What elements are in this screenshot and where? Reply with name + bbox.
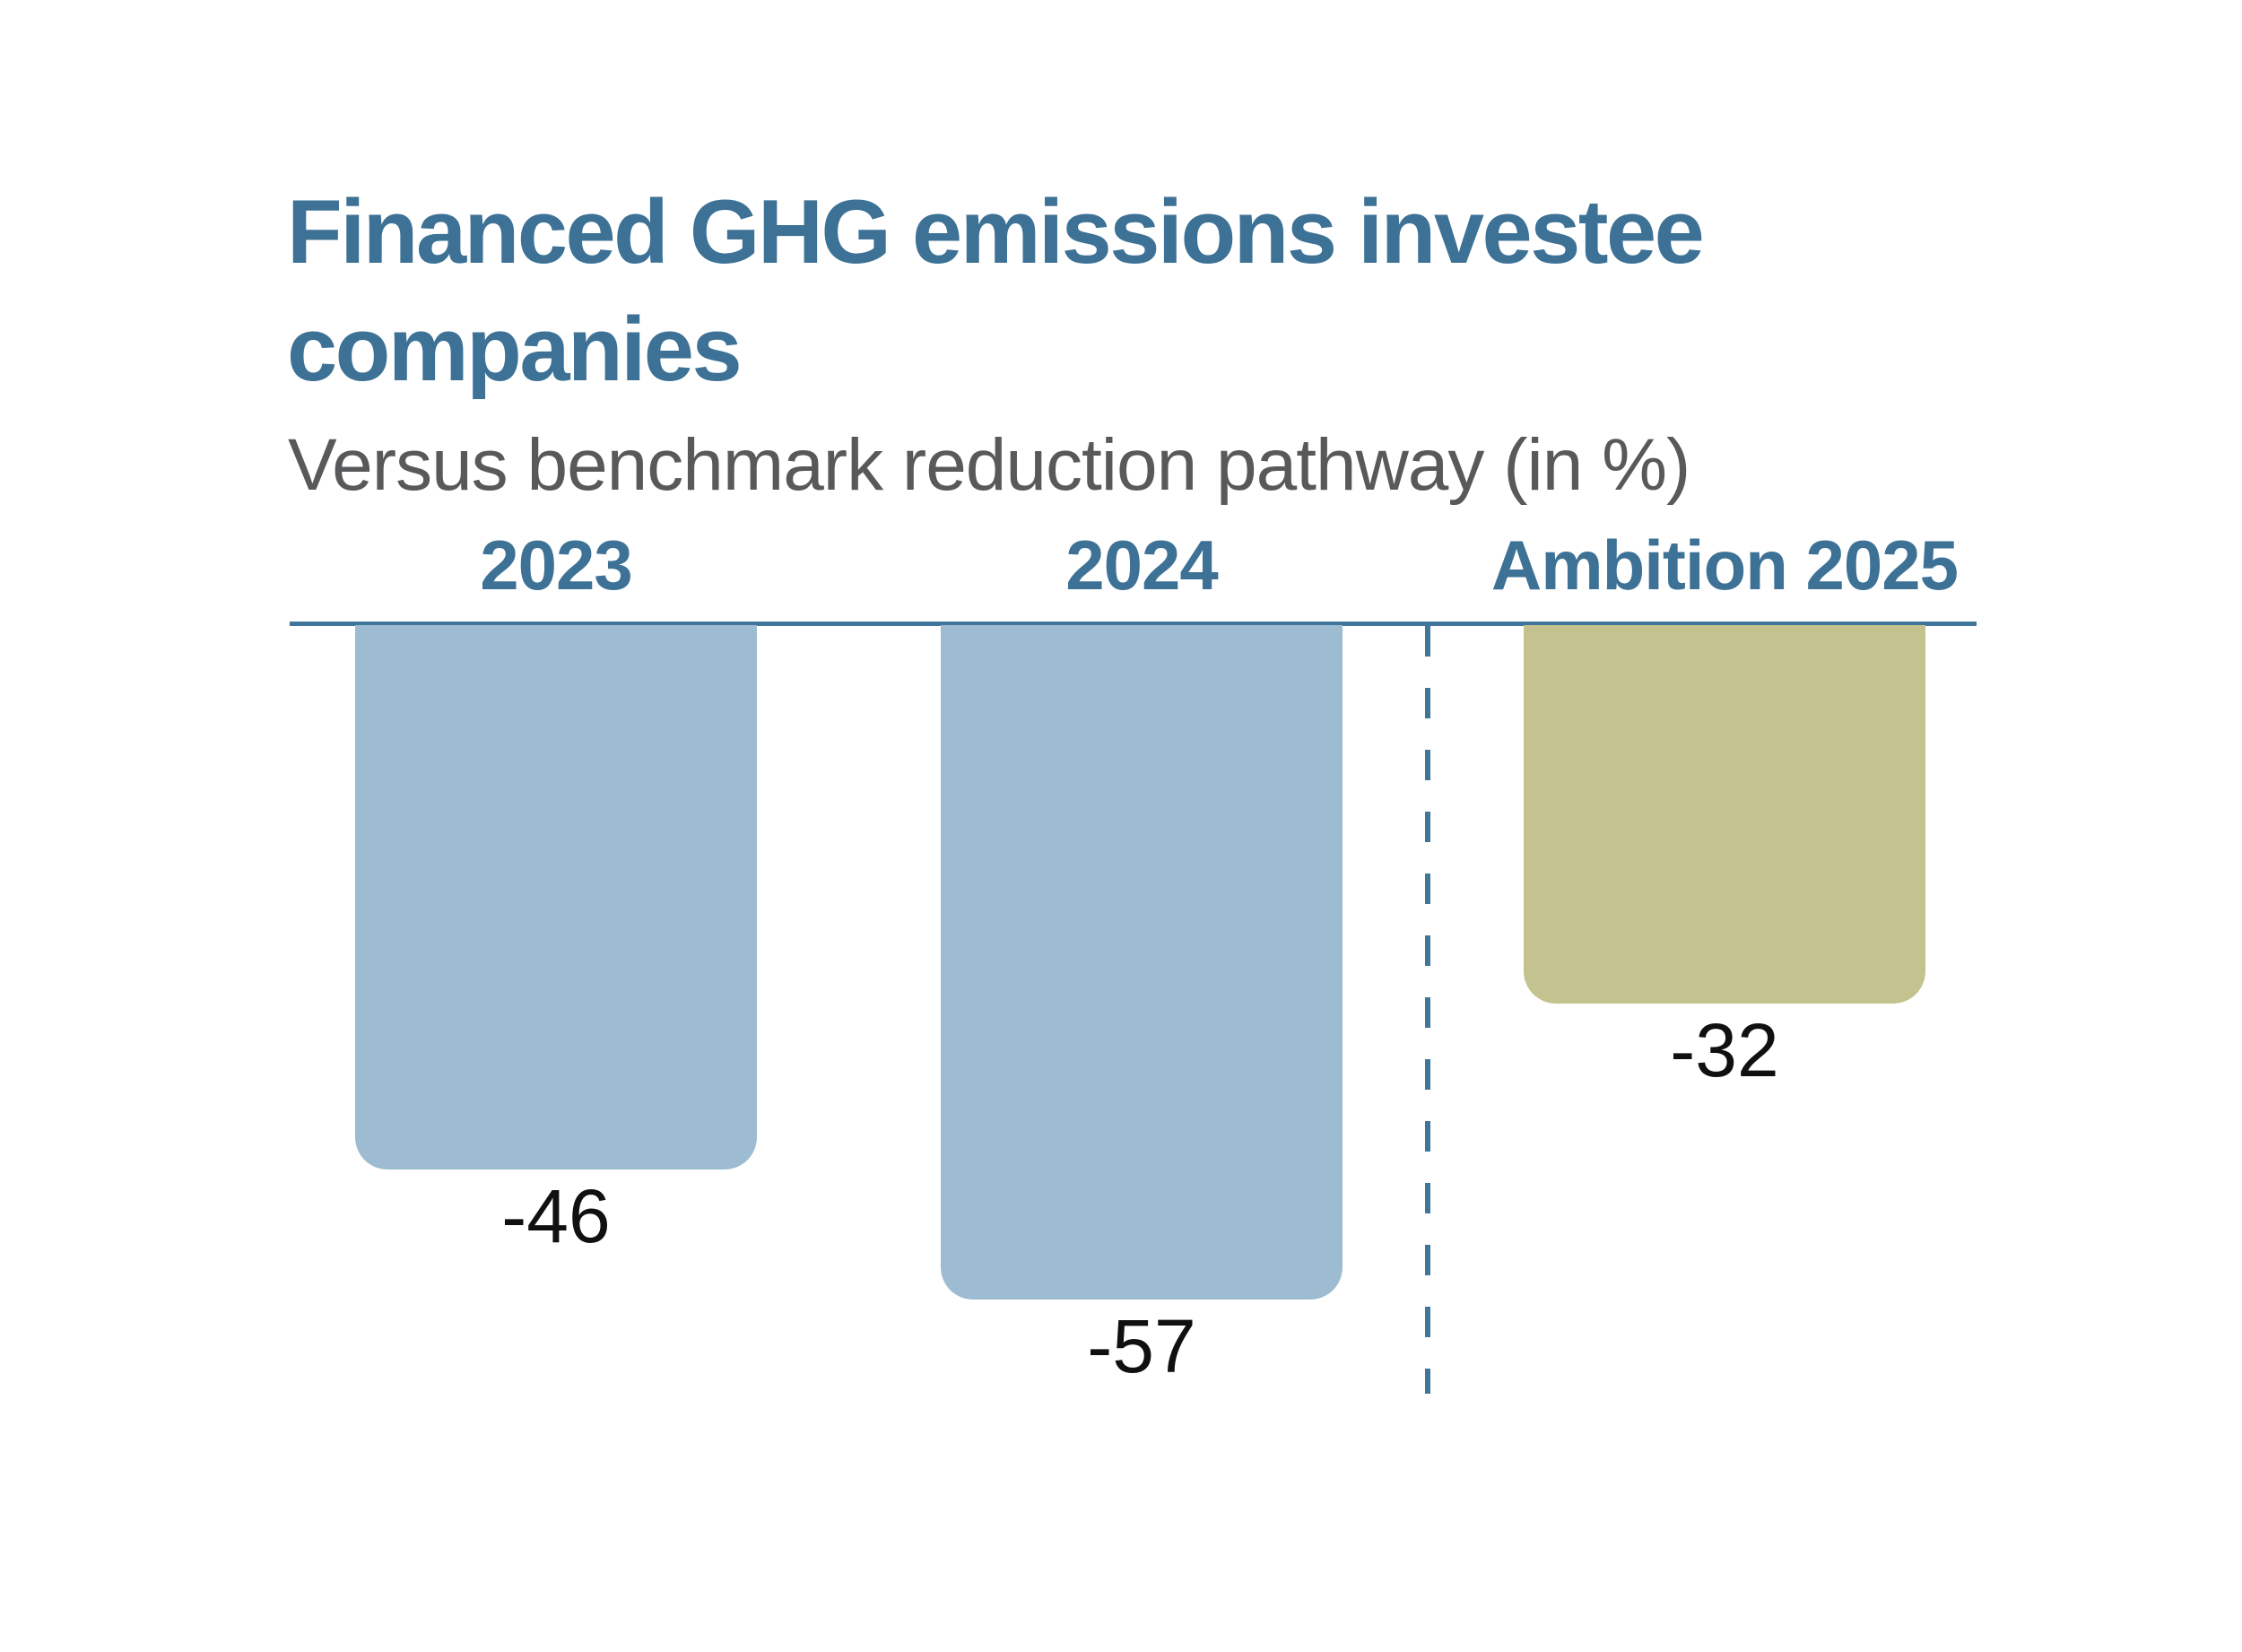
baseline-axis xyxy=(290,622,1977,626)
bar-column-2023: 2023 -46 xyxy=(355,530,757,1258)
chart-subtitle: Versus benchmark reduction pathway (in %… xyxy=(288,424,1690,506)
value-label: -46 xyxy=(501,1174,611,1258)
value-label: -57 xyxy=(1087,1304,1196,1388)
bar-2023 xyxy=(355,625,757,1169)
bar-ambition-2025 xyxy=(1524,625,1925,1004)
chart-title: Financed GHG emissions investee companie… xyxy=(287,174,1705,409)
category-label: 2023 xyxy=(480,526,633,604)
ambition-separator-dashed-line xyxy=(1425,626,1430,1394)
chart-title-line-2: companies xyxy=(287,300,743,400)
value-label: -32 xyxy=(1670,1008,1779,1092)
bar-column-ambition-2025: Ambition 2025 -32 xyxy=(1491,530,1959,1092)
bar-column-2024: 2024 -57 xyxy=(941,530,1343,1388)
category-label: 2024 xyxy=(1065,526,1219,604)
category-label: Ambition 2025 xyxy=(1490,526,1959,604)
bar-2024 xyxy=(941,625,1343,1300)
chart-title-line-1: Financed GHG emissions investee xyxy=(287,182,1705,283)
